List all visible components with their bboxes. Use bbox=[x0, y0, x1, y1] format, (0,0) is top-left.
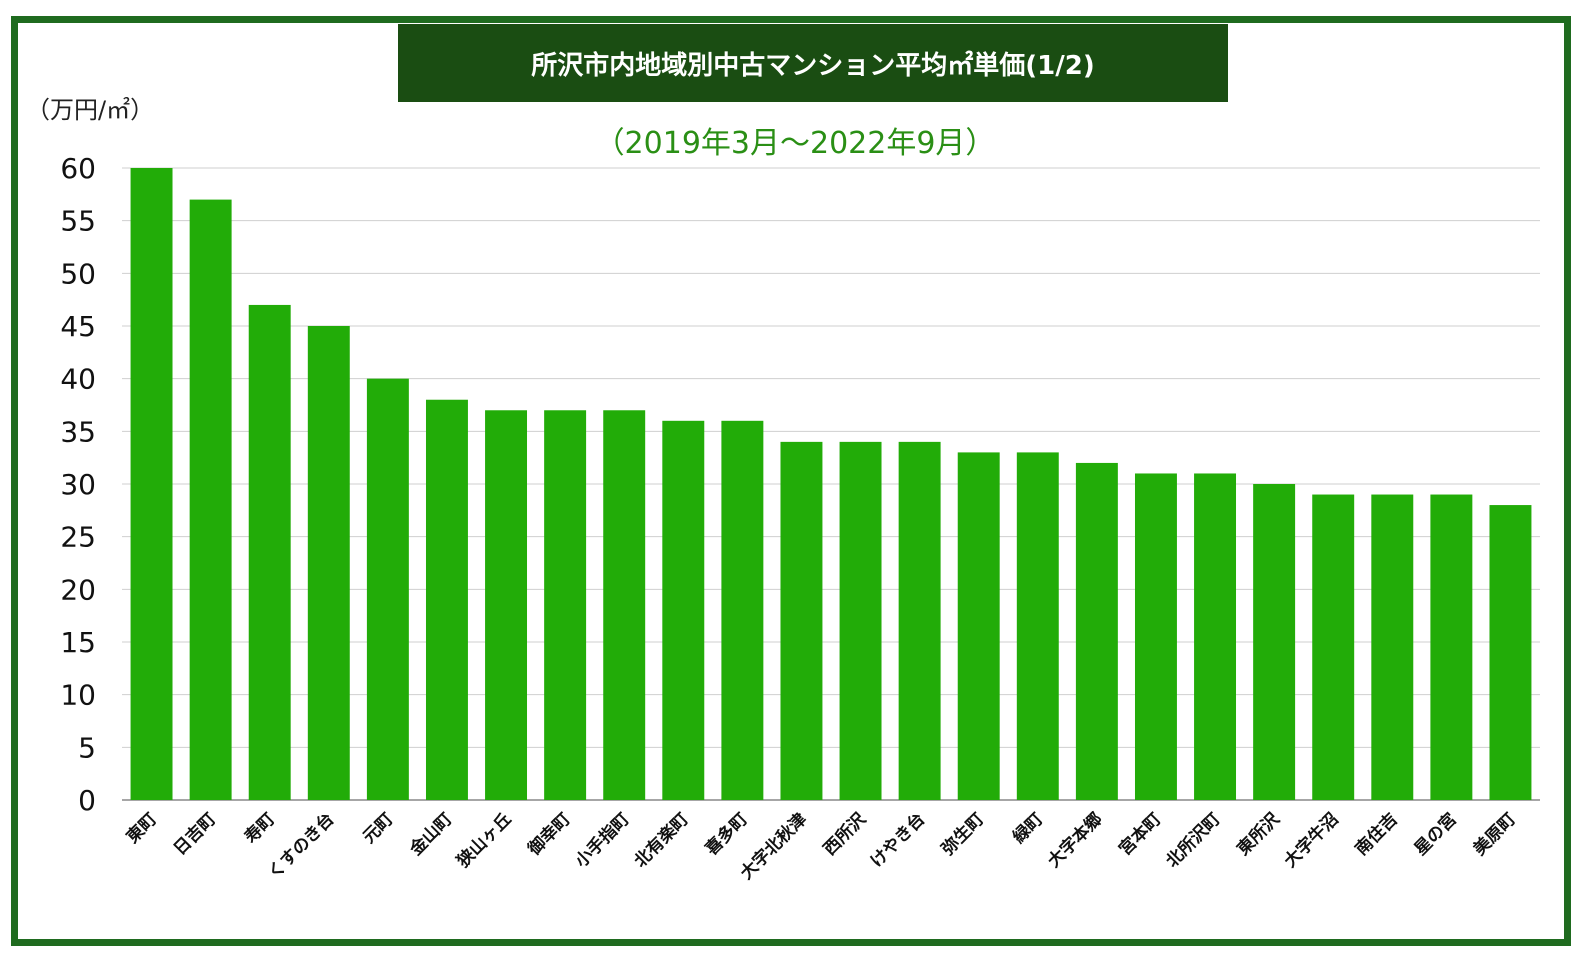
y-tick-label: 40 bbox=[60, 363, 96, 396]
y-tick-label: 5 bbox=[78, 731, 96, 764]
bar bbox=[189, 199, 232, 801]
y-tick-label: 25 bbox=[60, 521, 96, 554]
y-tick-label: 15 bbox=[60, 626, 96, 659]
bar bbox=[1489, 505, 1532, 800]
y-tick-label: 0 bbox=[78, 784, 96, 817]
y-tick-label: 45 bbox=[60, 310, 96, 343]
x-tick-label: 緑町 bbox=[1008, 809, 1047, 848]
bar bbox=[721, 420, 764, 800]
bar bbox=[780, 441, 823, 800]
bar bbox=[1016, 452, 1059, 800]
bar bbox=[1430, 494, 1473, 800]
bar bbox=[366, 378, 409, 800]
x-tick-label: 金山町 bbox=[405, 809, 457, 861]
bar bbox=[130, 168, 173, 800]
bar bbox=[957, 452, 1000, 800]
x-tick-label: 美原町 bbox=[1469, 809, 1520, 860]
x-tick-label: 大字本郷 bbox=[1043, 809, 1106, 872]
x-tick-label: 北所沢町 bbox=[1162, 809, 1225, 872]
x-tick-label: 東所沢 bbox=[1233, 808, 1285, 860]
bar bbox=[485, 410, 528, 800]
chart-subtitle: （2019年3月～2022年9月） bbox=[594, 126, 996, 161]
x-tick-label: 西所沢 bbox=[819, 808, 871, 860]
bar bbox=[1312, 494, 1355, 800]
bar bbox=[248, 304, 291, 800]
x-tick-label: 南住吉 bbox=[1351, 809, 1402, 860]
x-tick-label: 大字牛沼 bbox=[1280, 809, 1343, 872]
x-tick-label: 星の宮 bbox=[1410, 809, 1461, 860]
x-tick-label: 小手指町 bbox=[571, 809, 634, 872]
bar bbox=[1075, 462, 1118, 800]
bar bbox=[1253, 484, 1296, 800]
gridlines bbox=[122, 167, 1540, 801]
y-tick-label: 30 bbox=[60, 468, 96, 501]
bar bbox=[544, 410, 587, 800]
x-tick-label: 元町 bbox=[359, 809, 397, 847]
y-tick-label: 55 bbox=[60, 205, 96, 238]
y-tick-label: 60 bbox=[60, 152, 96, 185]
y-tick-label: 35 bbox=[60, 415, 96, 448]
bar bbox=[307, 326, 350, 800]
x-tick-label: 東町 bbox=[122, 809, 161, 848]
chart-title-text: 所沢市内地域別中古マンション平均㎡単価(1/2) bbox=[531, 50, 1095, 81]
y-axis-ticks: 0 5 10 15 20 25 30 35 40 45 50 55 60 bbox=[60, 152, 96, 817]
bar bbox=[898, 441, 941, 800]
bar bbox=[1371, 494, 1414, 800]
bar bbox=[425, 399, 468, 800]
chart-title: 所沢市内地域別中古マンション平均㎡単価(1/2) bbox=[398, 24, 1228, 102]
bar bbox=[1194, 473, 1237, 800]
x-tick-label: けやき台 bbox=[866, 809, 929, 872]
x-tick-label: 寿町 bbox=[240, 809, 279, 848]
x-tick-label: 狭山ヶ丘 bbox=[452, 809, 516, 873]
y-tick-label: 50 bbox=[60, 257, 96, 290]
bar bbox=[662, 420, 705, 800]
x-tick-label: 宮本町 bbox=[1115, 809, 1166, 860]
x-tick-label: 北有楽町 bbox=[630, 809, 693, 872]
bar bbox=[839, 441, 882, 800]
y-tick-label: 10 bbox=[60, 679, 96, 712]
y-axis-unit-label: （万円/㎡） bbox=[26, 96, 155, 124]
x-tick-label: 御幸町 bbox=[523, 809, 575, 861]
x-tick-label: 日吉町 bbox=[170, 809, 220, 859]
bar bbox=[603, 410, 646, 800]
y-tick-label: 20 bbox=[60, 573, 96, 606]
bar bbox=[1134, 473, 1177, 800]
bars bbox=[130, 168, 1532, 801]
x-tick-label: 弥生町 bbox=[937, 809, 988, 860]
x-tick-label: 喜多町 bbox=[701, 809, 752, 860]
